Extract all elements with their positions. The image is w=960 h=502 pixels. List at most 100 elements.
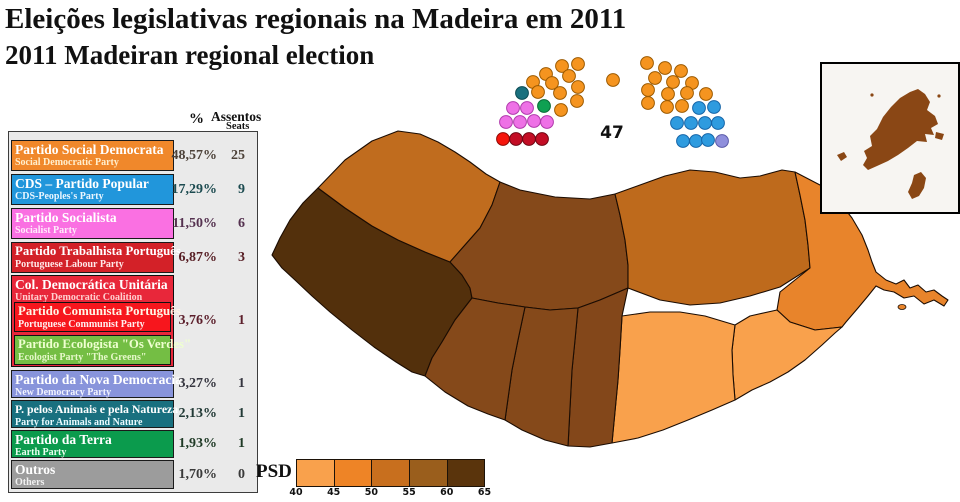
- seat-dot-cds: [670, 116, 684, 130]
- vote-share-pnd: 3,27%: [178, 376, 218, 391]
- results-table: Partido Social Democrata Social Democrati…: [8, 131, 258, 493]
- party-row-mpt: Partido da Terra Earth Party 1,93% 1: [9, 430, 257, 458]
- seat-dot-psd: [553, 86, 567, 100]
- seat-dot-cds: [698, 116, 712, 130]
- party-row-pnd: Partido da Nova Democracia New Democracy …: [9, 370, 257, 398]
- party-name-ps: Partido Socialista: [15, 210, 117, 225]
- seat-dot-psd: [641, 96, 655, 110]
- municipality-santana: [614, 169, 811, 306]
- party-name-en-pcp: Portuguese Communist Party: [18, 319, 145, 330]
- seat-count-pan: 1: [238, 406, 245, 421]
- party-color-band-cdu: Col. Democrática Unitária Unitary Democra…: [11, 275, 191, 367]
- seat-dot-cds: [711, 116, 725, 130]
- seat-count-cdu: 1: [238, 313, 245, 328]
- seat-dot-psd: [674, 64, 688, 78]
- party-color-band-cds: CDS – Partido Popular CDS-Peoples's Party: [11, 174, 174, 205]
- party-row-ps: Partido Socialista Socialist Party 11,50% 6: [9, 208, 257, 239]
- party-name-outros: Outros: [15, 462, 56, 477]
- party-row-psd: Partido Social Democrata Social Democrati…: [9, 140, 257, 171]
- party-color-band-outros: Outros Others: [11, 460, 174, 489]
- party-name-pcp: Partido Comunista Português: [18, 304, 181, 318]
- municipality-ribeira_brava: [504, 306, 579, 447]
- seat-dot-pan: [515, 86, 529, 100]
- scale-swatch-1: [333, 459, 373, 487]
- seat-dot-psd: [531, 85, 545, 99]
- scale-tick-60: 60: [440, 487, 454, 498]
- party-name-en-ptp: Portuguese Labour Party: [15, 259, 124, 270]
- vote-share-outros: 1,70%: [178, 467, 218, 482]
- municipality-funchal: [611, 311, 736, 444]
- seat-dot-psd: [606, 73, 620, 87]
- inset-islet: [908, 172, 926, 199]
- party-color-band-pcp: Partido Comunista Português Portuguese Co…: [14, 302, 181, 332]
- seat-dot-psd: [555, 59, 569, 73]
- party-color-band-mpt: Partido da Terra Earth Party: [11, 430, 174, 458]
- scale-party-label: PSD: [256, 461, 292, 482]
- inset-islet-dot: [937, 94, 941, 98]
- seat-dot-ps: [506, 101, 520, 115]
- seat-dot-ps: [499, 115, 513, 129]
- seat-dot-cds: [684, 116, 698, 130]
- seat-dot-psd: [554, 103, 568, 117]
- party-name-cds: CDS – Partido Popular: [15, 176, 149, 191]
- inset-islet: [935, 132, 944, 140]
- party-name-pnd: Partido da Nova Democracia: [15, 372, 182, 387]
- party-color-band-psd: Partido Social Democrata Social Democrati…: [11, 140, 174, 171]
- party-name-ptp: Partido Trabalhista Português: [15, 244, 181, 258]
- seat-dot-cdu: [496, 132, 510, 146]
- party-row-outros: Outros Others 1,70% 0: [9, 460, 257, 489]
- seat-dot-psd: [640, 56, 654, 70]
- party-name-en-pnd: New Democracy Party: [15, 387, 112, 398]
- seat-count-ptp: 3: [238, 250, 245, 265]
- seat-dot-psd: [660, 100, 674, 114]
- party-name-en-cdu: Unitary Democratic Coalition: [15, 292, 143, 303]
- seat-dot-psd: [666, 75, 680, 89]
- vote-share-psd: 48,57%: [171, 148, 218, 163]
- scale-tick-40: 40: [289, 487, 303, 498]
- column-header-seats-pt: Assentos: [211, 109, 262, 124]
- scale-tick-45: 45: [327, 487, 341, 498]
- party-color-band-pan: P. pelos Animais e pela Natureza Party fo…: [11, 400, 179, 428]
- seat-dot-psd: [658, 61, 672, 75]
- seat-dot-cds: [689, 134, 703, 148]
- party-color-band-pnd: Partido da Nova Democracia New Democracy …: [11, 370, 182, 398]
- seat-count-psd: 25: [231, 148, 245, 163]
- islet: [897, 304, 907, 310]
- vote-share-ptp: 6,87%: [178, 250, 218, 265]
- seat-count-mpt: 1: [238, 436, 245, 451]
- seat-dot-ptp: [509, 132, 523, 146]
- seat-count-pnd: 1: [238, 376, 245, 391]
- party-name-pan: P. pelos Animais e pela Natureza: [15, 402, 179, 416]
- column-header-percent: %: [189, 111, 204, 127]
- inset-main-island: [863, 89, 938, 170]
- seat-dot-psd: [661, 87, 675, 101]
- seat-dot-cds: [707, 100, 721, 114]
- scale-swatch-0: [296, 459, 335, 487]
- party-name-psd: Partido Social Democrata: [15, 142, 164, 157]
- vote-share-cds: 17,29%: [171, 182, 218, 197]
- scale-swatch-3: [409, 459, 448, 487]
- seat-dot-psd: [570, 94, 584, 108]
- party-name-en-pev: Ecologist Party "The Greens": [18, 352, 147, 363]
- scale-swatch-4: [446, 459, 486, 487]
- seat-dot-ps: [513, 115, 527, 129]
- seat-dot-cds: [676, 134, 690, 148]
- seat-dot-psd: [648, 71, 662, 85]
- seat-count-outros: 0: [238, 467, 245, 482]
- party-name-en-pan: Party for Animals and Nature: [15, 417, 143, 428]
- party-color-band-ptp: Partido Trabalhista Português Portuguese …: [11, 242, 181, 273]
- scale-tick-50: 50: [364, 487, 378, 498]
- seat-dot-psd: [641, 83, 655, 97]
- seat-dot-psd: [675, 99, 689, 113]
- total-seats-label: 47: [600, 123, 624, 143]
- vote-share-cdu: 3,76%: [178, 313, 218, 328]
- seat-dot-pnd: [715, 134, 729, 148]
- seat-dot-cds: [692, 101, 706, 115]
- party-row-cdu: Col. Democrática Unitária Unitary Democra…: [9, 275, 257, 367]
- party-name-en-psd: Social Democratic Party: [15, 157, 119, 168]
- inset-islet: [837, 152, 847, 161]
- seat-dot-ptp: [522, 132, 536, 146]
- vote-share-mpt: 1,93%: [178, 436, 218, 451]
- column-header-seats-en: Seats: [226, 121, 250, 132]
